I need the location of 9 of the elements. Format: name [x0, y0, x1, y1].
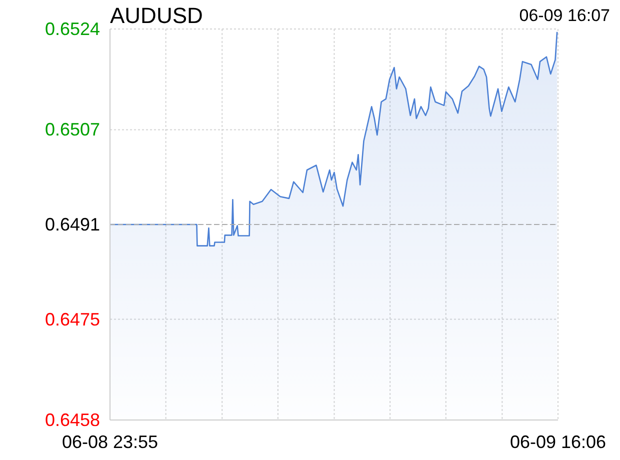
y-tick-label: 0.6458 — [44, 410, 100, 430]
chart-title: AUDUSD — [110, 3, 203, 29]
y-tick-label: 0.6475 — [44, 309, 100, 330]
text: 06-09 16:07 — [519, 6, 610, 26]
x-tick-label: 06-08 23:55 — [62, 432, 158, 452]
y-tick-label: 0.6507 — [44, 120, 100, 140]
x-tick-label: 06-09 16:06 — [510, 432, 606, 452]
y-tick-label: 0.6524 — [44, 19, 100, 39]
y-tick-label: 0.6491 — [44, 214, 100, 234]
